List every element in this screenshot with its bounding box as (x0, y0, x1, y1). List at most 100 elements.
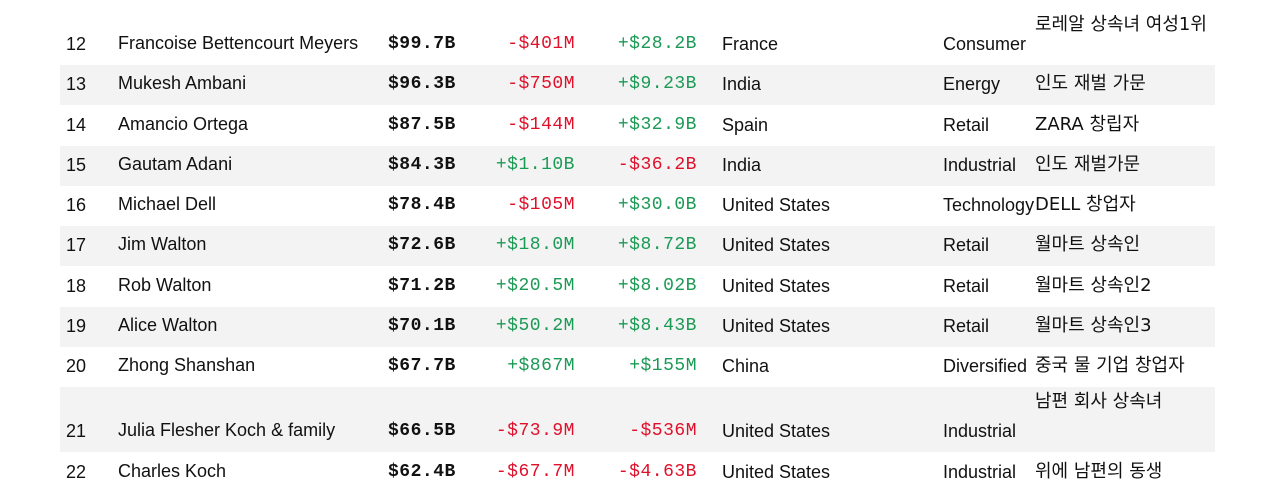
net-worth-cell: $72.6B (388, 235, 456, 256)
industry-cell: Industrial (943, 421, 1017, 442)
last-change-cell: +$867M (507, 356, 575, 377)
name-cell: Rob Walton (118, 274, 212, 295)
rank-cell: 13 (66, 74, 87, 95)
industry-cell: Industrial (943, 154, 1017, 175)
note-cell: 월마트 상속인 (1035, 234, 1141, 256)
country-cell: United States (722, 421, 831, 442)
net-worth-cell: $70.1B (388, 316, 456, 337)
industry-cell: Diversified (943, 356, 1028, 377)
rank-cell: 17 (66, 235, 87, 256)
name-cell: Alice Walton (118, 315, 218, 336)
name-cell: Michael Dell (118, 194, 217, 215)
rank-cell: 16 (66, 195, 87, 216)
industry-cell: Industrial (943, 461, 1017, 482)
net-worth-cell: $67.7B (388, 356, 456, 377)
country-cell: India (722, 74, 762, 95)
table-row: 15 Gautam Adani $84.3B +$1.10B -$36.2B India I… (60, 145, 1215, 186)
last-change-cell: -$105M (507, 195, 575, 216)
name-cell: Zhong Shanshan (118, 355, 256, 376)
note-cell: 월마트 상속인3 (1035, 315, 1152, 337)
country-cell: Spain (722, 114, 769, 135)
industry-cell: Technology (943, 195, 1035, 216)
note-cell: 위에 남편의 동생 (1035, 460, 1163, 482)
ytd-change-cell: +$8.02B (617, 275, 697, 296)
ytd-change-cell: +$8.72B (617, 235, 697, 256)
country-cell: United States (722, 275, 831, 296)
net-worth-cell: $99.7B (388, 34, 456, 54)
note-cell: 인도 재벌 가문 (1035, 73, 1146, 95)
ytd-change-cell: +$8.43B (617, 316, 697, 337)
net-worth-cell: $84.3B (388, 154, 456, 175)
note-cell: 인도 재벌가문 (1035, 153, 1141, 175)
note-cell: ZARA 창립자 (1035, 113, 1140, 135)
last-change-cell: -$67.7M (495, 461, 575, 482)
country-cell: United States (722, 316, 831, 337)
rank-cell: 18 (66, 275, 87, 296)
table-row: 16 Michael Dell $78.4B -$105M +$30.0B United … (60, 186, 1215, 226)
net-worth-cell: $96.3B (388, 74, 456, 95)
industry-cell: Retail (943, 235, 990, 256)
rank-cell: 15 (66, 154, 87, 175)
country-cell: United States (722, 235, 831, 256)
table-row: 17 Jim Walton $72.6B +$18.0M +$8.72B United S… (60, 226, 1215, 267)
net-worth-cell: $87.5B (388, 114, 456, 135)
name-cell: Francoise Bettencourt Meyers (118, 33, 359, 53)
table-row: 18 Rob Walton $71.2B +$20.5M +$8.02B United S… (60, 266, 1215, 306)
industry-cell: Retail (943, 316, 990, 337)
country-cell: France (722, 34, 779, 54)
rank-cell: 14 (66, 114, 87, 135)
ytd-change-cell: -$536M (629, 421, 697, 442)
ytd-change-cell: +$30.0B (617, 195, 697, 216)
last-change-cell: +$18.0M (495, 235, 575, 256)
ytd-change-cell: -$4.63B (617, 461, 697, 482)
note-cell: DELL 창업자 (1035, 194, 1136, 216)
table-row: 12 Francoise Bettencourt Meyers $99.7B -$40… (60, 0, 1215, 65)
note-cell: 월마트 상속인2 (1035, 274, 1152, 296)
last-change-cell: -$401M (507, 34, 575, 54)
industry-cell: Energy (943, 74, 1001, 95)
name-cell: Julia Flesher Koch & family (118, 420, 336, 441)
country-cell: United States (722, 461, 831, 482)
country-cell: United States (722, 195, 831, 216)
net-worth-cell: $62.4B (388, 461, 456, 482)
table-row: 13 Mukesh Ambani $96.3B -$750M +$9.23B India E… (60, 65, 1215, 106)
ytd-change-cell: +$9.23B (617, 74, 697, 95)
table-row: 14 Amancio Ortega $87.5B -$144M +$32.9B Spain… (60, 105, 1215, 145)
note-cell: 남편 회사 상속녀 (1035, 391, 1163, 413)
last-change-cell: +$20.5M (495, 275, 575, 296)
industry-cell: Consumer (943, 34, 1027, 54)
table-row: 22 Charles Koch $62.4B -$67.7M -$4.63B United… (60, 452, 1215, 492)
industry-cell: Retail (943, 114, 990, 135)
name-cell: Jim Walton (118, 234, 207, 255)
name-cell: Amancio Ortega (118, 113, 249, 134)
note-cell: 중국 물 기업 창업자 (1035, 355, 1185, 377)
ytd-change-cell: +$32.9B (617, 114, 697, 135)
table-row: 20 Zhong Shanshan $67.7B +$867M +$155M China D… (60, 347, 1215, 387)
name-cell: Mukesh Ambani (118, 73, 247, 94)
last-change-cell: +$50.2M (495, 316, 575, 337)
name-cell: Gautam Adani (118, 153, 233, 174)
net-worth-cell: $78.4B (388, 195, 456, 216)
billionaires-table: 12 Francoise Bettencourt Meyers $99.7B -$40… (60, 0, 1215, 493)
rank-cell: 22 (66, 461, 87, 482)
last-change-cell: +$1.10B (495, 154, 575, 175)
country-cell: China (722, 356, 770, 377)
table-row: 21 Julia Flesher Koch & family $66.5B -$73.… (60, 387, 1215, 453)
ytd-change-cell: -$36.2B (617, 154, 697, 175)
country-cell: India (722, 154, 762, 175)
industry-cell: Retail (943, 275, 990, 296)
ytd-change-cell: +$28.2B (617, 34, 697, 54)
note-cell: 로레알 상속녀 여성1위 (1035, 14, 1207, 35)
table-row: 19 Alice Walton $70.1B +$50.2M +$8.43B United… (60, 306, 1215, 348)
rank-cell: 19 (66, 316, 87, 337)
ytd-change-cell: +$155M (629, 356, 697, 377)
rank-cell: 20 (66, 356, 87, 377)
rank-cell: 21 (66, 421, 87, 442)
rank-cell: 12 (66, 34, 87, 54)
net-worth-cell: $71.2B (388, 275, 456, 296)
net-worth-cell: $66.5B (388, 421, 456, 442)
last-change-cell: -$144M (507, 114, 575, 135)
last-change-cell: -$73.9M (495, 421, 575, 442)
name-cell: Charles Koch (118, 460, 227, 481)
last-change-cell: -$750M (507, 74, 575, 95)
